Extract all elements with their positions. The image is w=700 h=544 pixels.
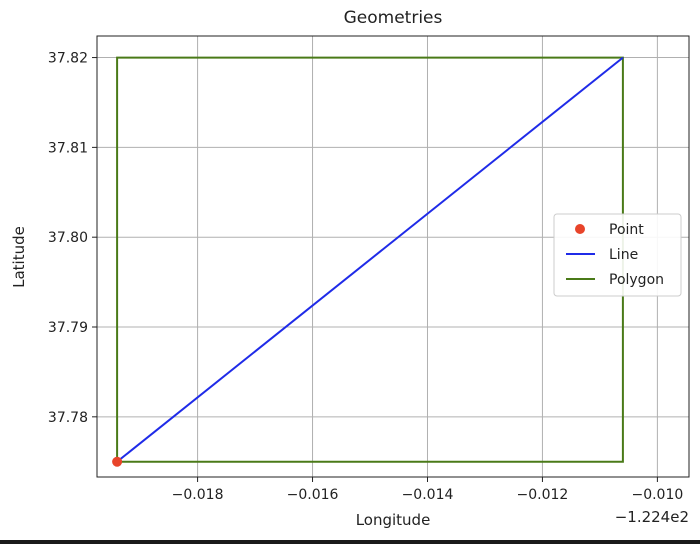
x-tick-label: −0.016: [287, 487, 339, 503]
x-tick-label: −0.012: [517, 487, 569, 503]
y-axis-label: Latitude: [10, 226, 28, 288]
line-series: [116, 56, 624, 463]
legend: Point Line Polygon: [553, 213, 682, 297]
y-tick-label: 37.79: [48, 320, 88, 336]
y-tick-label: 37.80: [48, 230, 88, 246]
legend-box: [553, 213, 682, 297]
plot-series: [112, 56, 624, 467]
x-axis-label: Longitude: [356, 511, 431, 529]
x-tick-label: −0.010: [631, 487, 683, 503]
legend-point-marker: [575, 224, 585, 234]
chart-title: Geometries: [344, 8, 443, 28]
legend-line-label: Line: [609, 247, 638, 263]
bottom-border: [0, 540, 700, 544]
x-axis: −0.018 −0.016 −0.014 −0.012 −0.010: [172, 477, 683, 503]
y-tick-label: 37.82: [48, 51, 88, 67]
plot-frame: [96, 35, 690, 478]
x-axis-offset-label: −1.224e2: [615, 508, 689, 526]
x-tick-label: −0.018: [172, 487, 224, 503]
point-marker: [112, 456, 123, 467]
x-tick-label: −0.014: [402, 487, 454, 503]
y-axis: 37.78 37.79 37.80 37.81 37.82: [48, 51, 97, 426]
legend-polygon-label: Polygon: [609, 272, 664, 288]
y-tick-label: 37.78: [48, 410, 88, 426]
legend-point-label: Point: [609, 222, 644, 238]
y-tick-label: 37.81: [48, 140, 88, 156]
